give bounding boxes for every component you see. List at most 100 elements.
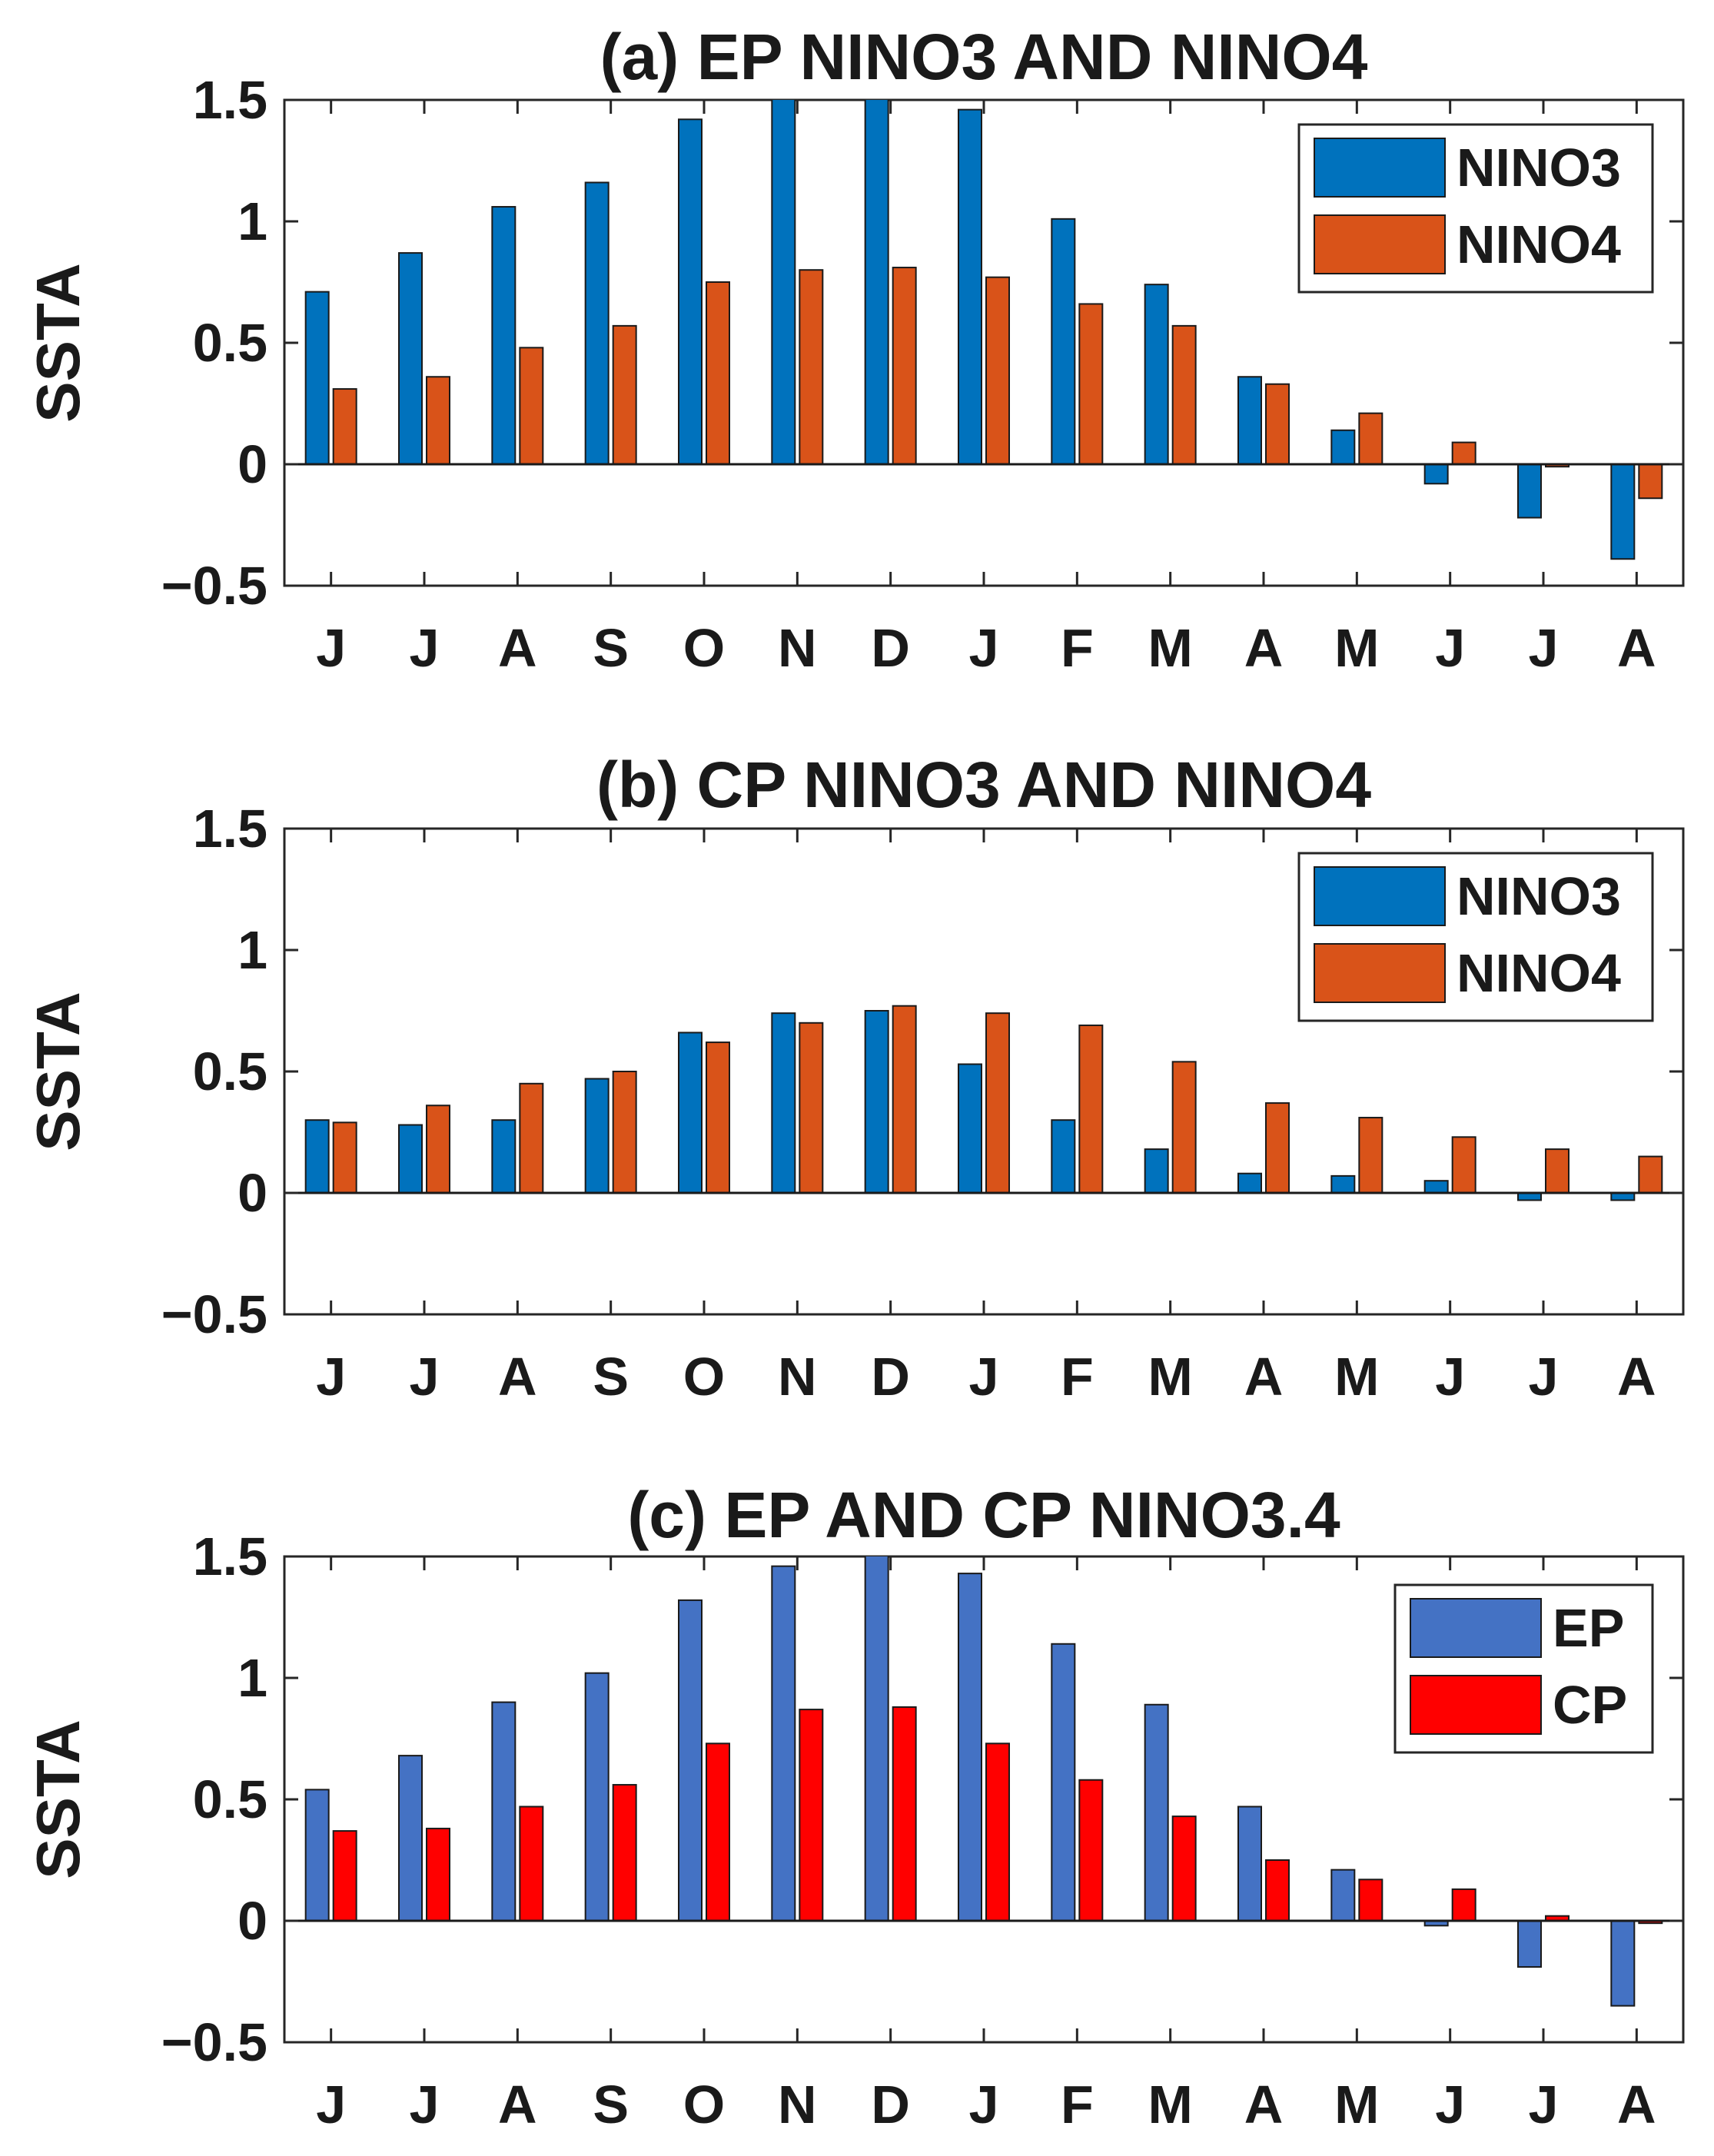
bar-nino4-4 [612,324,637,465]
xtick-label: J [969,2075,999,2134]
bar-nino4-6 [799,269,824,466]
bar-cp-1 [332,1830,357,1922]
legend-label-nino4: NINO4 [1457,214,1621,274]
xtick-label: A [1244,1347,1284,1407]
bar-nino4-5 [706,281,730,465]
xtick-label: N [778,618,817,678]
xtick-label: M [1148,618,1193,678]
xtick-label: D [871,1347,910,1407]
bar-cp-11 [1265,1859,1290,1922]
bar-nino4-8 [985,276,1010,465]
xtick-label: J [316,618,346,678]
ytick-label: 1 [238,920,267,980]
bar-ep-12 [1330,1869,1356,1922]
xtick-label: F [1061,1347,1094,1407]
xtick-label: J [1435,618,1465,678]
bar-ep-2 [398,1755,423,1922]
bar-nino4-10 [1171,1061,1197,1194]
bar-nino4-4 [612,1071,637,1194]
bar-nino4-15 [1638,463,1663,500]
bar-nino3-9 [1051,218,1076,465]
xtick-label: O [683,1347,725,1407]
bar-nino4-5 [706,1041,730,1194]
bar-cp-9 [1078,1779,1104,1922]
bar-ep-8 [958,1573,982,1922]
xtick-label: S [593,2075,629,2134]
bar-ep-7 [864,1556,889,1922]
bar-nino4-11 [1265,1102,1290,1194]
bar-nino4-1 [332,388,357,466]
legend: EP CP [1393,1583,1654,1754]
bar-nino4-11 [1265,383,1290,465]
bar-nino3-10 [1144,284,1169,465]
bar-nino3-6 [771,100,796,466]
y-axis-label: SSTA [24,1719,92,1879]
bar-nino3-12 [1330,1174,1356,1194]
bar-nino4-7 [892,267,917,466]
legend-label-nino4: NINO4 [1457,943,1621,1003]
xtick-label: M [1148,2075,1193,2134]
legend-swatch-nino3 [1314,138,1446,198]
legend-label-nino3: NINO3 [1457,138,1621,198]
bar-nino4-6 [799,1022,824,1194]
legend: NINO3 NINO4 [1297,852,1654,1022]
bar-nino3-12 [1330,429,1356,466]
bar-nino3-1 [304,291,330,466]
chart-title: (b) CP NINO3 AND NINO4 [596,749,1371,821]
bar-cp-8 [985,1742,1010,1922]
legend-label-cp: CP [1553,1675,1627,1735]
xtick-label: D [871,618,910,678]
xtick-label: A [1617,618,1656,678]
panel-2: 1.510.50−0.5J J A S O N D J F M A M J J A(b) CP NINO3 … [24,749,1685,1407]
xtick-label: J [1435,1347,1465,1407]
bar-ep-11 [1237,1806,1262,1922]
bar-nino3-4 [584,181,610,465]
ytick-label: 1.5 [193,1526,267,1586]
legend-swatch-nino3 [1314,866,1446,926]
ytick-label: 0 [238,1891,267,1951]
bars [304,100,1663,560]
bar-nino4-12 [1358,1117,1383,1194]
bar-nino3-8 [958,108,982,465]
xtick-label: A [1244,2075,1284,2134]
xtick-label: J [316,2075,346,2134]
legend-label-ep: EP [1553,1598,1624,1658]
panel-1: 1.510.50−0.5J J A S O N D J F M A M J J A(a) EP NINO3 … [24,21,1685,678]
bar-nino4-2 [426,1105,450,1194]
bar-cp-12 [1358,1879,1383,1922]
bar-ep-3 [491,1701,517,1922]
bar-cp-4 [612,1784,637,1922]
bar-cp-3 [519,1806,544,1922]
xtick-label: J [410,1347,440,1407]
legend-swatch-nino4 [1314,214,1446,274]
bars [304,1005,1663,1201]
bar-nino3-9 [1051,1119,1076,1194]
ytick-label: −0.5 [161,556,267,616]
legend-label-nino3: NINO3 [1457,866,1621,926]
xtick-label: O [683,618,725,678]
bar-cp-7 [892,1706,917,1922]
bar-nino3-11 [1237,376,1262,465]
bar-nino3-6 [771,1012,796,1194]
xtick-label: M [1334,2075,1379,2134]
bar-nino4-3 [519,347,544,465]
xtick-label: A [498,2075,537,2134]
legend-swatch-nino4 [1314,943,1446,1003]
legend: NINO3 NINO4 [1297,123,1654,294]
bar-nino4-12 [1358,412,1383,466]
xtick-label: J [969,1347,999,1407]
bar-nino3-8 [958,1063,982,1194]
xtick-label: M [1148,1347,1193,1407]
bar-nino3-3 [491,1119,517,1194]
xtick-label: A [1244,618,1284,678]
bar-ep-5 [678,1599,703,1922]
bar-nino4-15 [1638,1155,1663,1194]
xtick-label: D [871,2075,910,2134]
bar-nino3-13 [1423,463,1449,485]
panel-3: 1.510.50−0.5J J A S O N D J F M A M J J A(c) EP AND CP… [24,1479,1685,2134]
xtick-label: M [1334,618,1379,678]
bar-cp-10 [1171,1815,1197,1922]
bar-nino4-7 [892,1005,917,1194]
bar-ep-9 [1051,1643,1076,1922]
bar-nino4-1 [332,1121,357,1194]
